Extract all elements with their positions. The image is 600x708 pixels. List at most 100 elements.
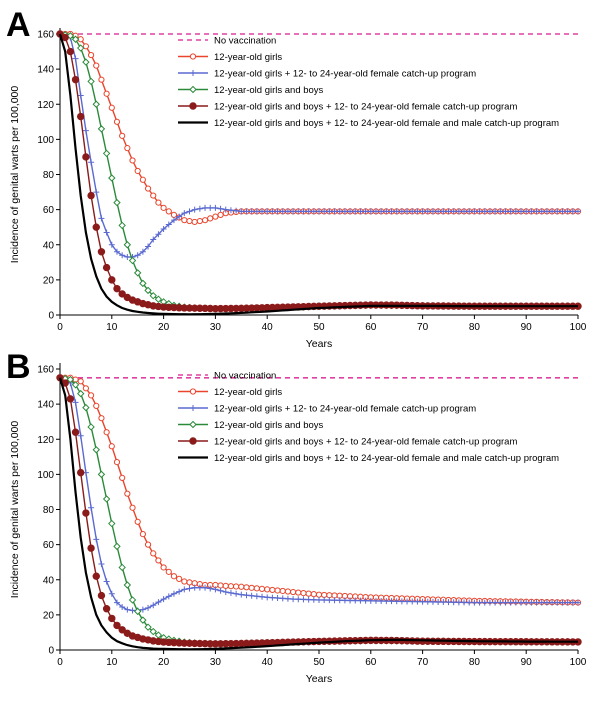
data-point [160, 204, 167, 211]
data-point [133, 269, 142, 277]
data-point [450, 599, 457, 606]
data-point [279, 595, 286, 602]
data-point [253, 593, 260, 600]
data-point [145, 604, 152, 611]
data-point [274, 208, 281, 215]
data-point [507, 599, 514, 606]
data-point [82, 403, 90, 412]
data-point [181, 210, 188, 217]
data-point [295, 208, 302, 215]
y-tick-label: 140 [37, 400, 54, 411]
data-point [445, 599, 452, 606]
data-point [139, 606, 146, 613]
data-point [155, 231, 162, 238]
data-point [331, 208, 338, 215]
data-point [165, 568, 172, 575]
data-point [326, 592, 333, 599]
y-tick-label: 60 [43, 540, 55, 551]
data-point [71, 35, 80, 43]
data-point [108, 614, 116, 623]
panel-letter: A [6, 6, 31, 44]
chart-panel-a: A 0 20 40 60 80 100 120 140 160 0 10 20 30 40 50 60 70 80 9… [6, 6, 587, 350]
data-point [133, 607, 142, 616]
data-point [424, 598, 431, 605]
data-point [512, 208, 519, 215]
data-point [310, 208, 317, 215]
data-point [129, 504, 136, 511]
series-5 [58, 33, 578, 316]
legend-label: No vaccination [214, 371, 276, 382]
data-point [181, 578, 188, 585]
x-tick-label: 90 [521, 322, 533, 333]
data-point [300, 589, 307, 597]
data-point [310, 591, 317, 598]
data-point [378, 598, 385, 605]
data-point [533, 599, 540, 606]
data-point [404, 208, 411, 215]
data-point [528, 208, 535, 215]
x-tick-label: 50 [313, 322, 325, 333]
data-point [128, 256, 137, 265]
data-point [378, 208, 385, 215]
data-point [538, 208, 545, 215]
data-point [305, 596, 312, 603]
data-point [155, 199, 162, 206]
legend-marker [189, 388, 197, 395]
data-point [269, 594, 276, 601]
data-point [150, 236, 157, 243]
data-point [217, 587, 224, 594]
data-point [108, 276, 116, 284]
data-point [481, 208, 488, 215]
data-point [569, 208, 576, 215]
data-point [549, 599, 556, 606]
data-point [331, 597, 338, 604]
data-point [575, 599, 581, 606]
x-tick-label: 80 [469, 322, 481, 333]
data-point [243, 584, 250, 591]
data-point [227, 589, 234, 596]
data-point [212, 586, 219, 593]
data-point [538, 599, 545, 606]
data-point [310, 596, 317, 603]
data-point [113, 118, 121, 125]
data-point [170, 217, 177, 224]
data-point [113, 248, 120, 255]
data-point [77, 432, 84, 439]
legend-label: No vaccination [214, 36, 276, 47]
data-point [119, 474, 126, 481]
data-point [201, 217, 209, 224]
data-point [543, 599, 550, 606]
legend: No vaccination 12-year-old girls 12-year-o… [178, 36, 559, 129]
data-point [419, 598, 426, 605]
data-point [103, 578, 110, 585]
data-point [269, 208, 276, 215]
data-point [352, 208, 359, 215]
data-point [362, 208, 369, 215]
legend-label: 12-year-old girls and boys + 12- to 24-y… [214, 118, 559, 129]
data-point [82, 58, 90, 66]
data-point [103, 429, 110, 436]
legend-label: 12-year-old girls [214, 52, 282, 63]
data-point [274, 595, 281, 602]
data-point [341, 208, 348, 215]
data-point [108, 590, 115, 597]
data-point [139, 616, 147, 624]
data-point [264, 208, 271, 215]
data-point [440, 208, 447, 215]
data-point [87, 423, 95, 431]
data-point [87, 392, 95, 399]
data-point [424, 208, 431, 215]
data-point [445, 208, 452, 215]
data-point [362, 597, 369, 604]
data-point [139, 176, 146, 183]
data-point [102, 263, 111, 272]
data-point [191, 206, 198, 213]
x-tick-label: 60 [365, 657, 377, 668]
series-5 [58, 377, 578, 651]
data-point [316, 208, 322, 215]
data-point [82, 127, 89, 134]
legend-label: 12-year-old girls and boys + 12- to 24-y… [214, 102, 517, 113]
series-line [58, 33, 578, 316]
